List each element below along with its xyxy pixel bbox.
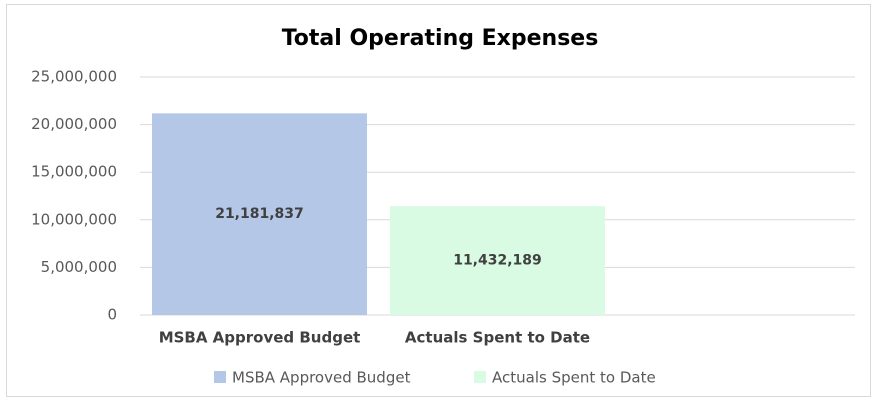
chart-border bbox=[6, 4, 871, 397]
legend-label: Actuals Spent to Date bbox=[492, 369, 656, 387]
chart-title: Total Operating Expenses bbox=[282, 26, 599, 51]
legend-swatch bbox=[474, 371, 486, 383]
x-tick-label: Actuals Spent to Date bbox=[405, 329, 590, 347]
y-tick-label: 25,000,000 bbox=[31, 68, 117, 86]
legend-label: MSBA Approved Budget bbox=[232, 369, 411, 387]
legend-swatch bbox=[214, 371, 226, 383]
x-tick-label: MSBA Approved Budget bbox=[159, 329, 361, 347]
y-tick-label: 20,000,000 bbox=[31, 115, 117, 133]
y-tick-label: 5,000,000 bbox=[41, 258, 117, 276]
value-label: 21,181,837 bbox=[215, 206, 304, 222]
value-label: 11,432,189 bbox=[453, 253, 542, 269]
y-tick-label: 0 bbox=[107, 306, 117, 324]
bar bbox=[390, 206, 605, 315]
y-tick-label: 15,000,000 bbox=[31, 163, 117, 181]
bar bbox=[152, 113, 367, 316]
y-tick-label: 10,000,000 bbox=[31, 210, 117, 228]
